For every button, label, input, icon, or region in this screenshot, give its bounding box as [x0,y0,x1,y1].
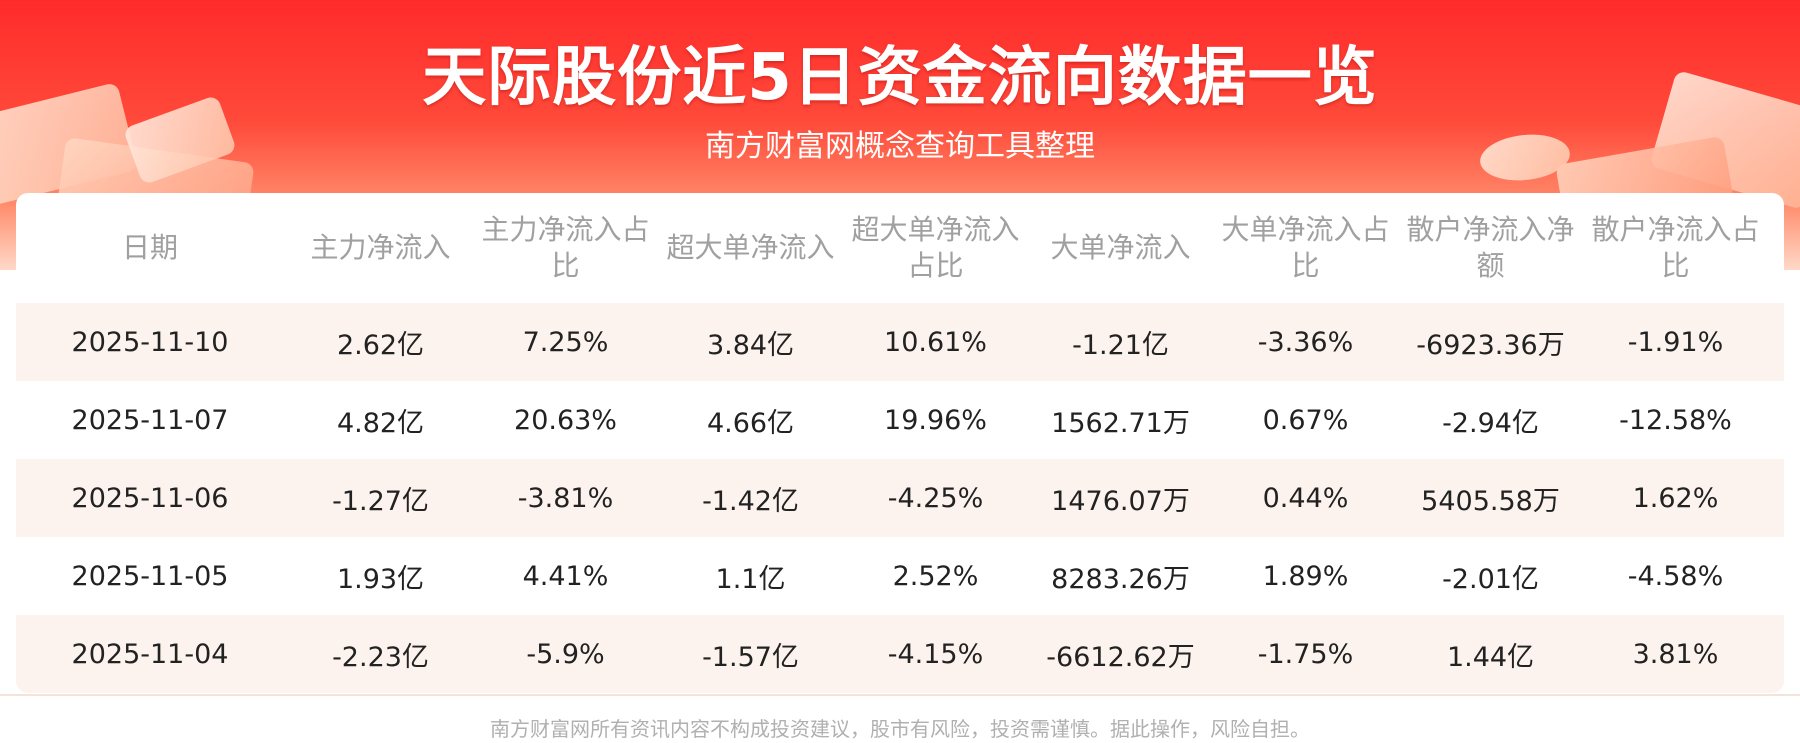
page-subtitle: 南方财富网概念查询工具整理 [705,129,1095,164]
table-row: 2025-11-04 -2.23亿 -5.9% -1.57亿 -4.15% -6… [16,615,1784,693]
header-retail-inflow-ratio: 散户净流入占比 [1591,213,1760,282]
header-date: 日期 [121,231,178,264]
data-table-card: 南方财富网 southmoney.com 日期 主力净流入 主力净流入占比 超大… [16,193,1784,693]
cell-xl-inflow-ratio: 19.96% [884,404,987,436]
cell-xl-inflow-ratio: -4.25% [887,482,984,514]
cell-large-inflow: -6612.62万 [1046,641,1195,673]
cell-retail-inflow: -6923.36万 [1416,329,1565,361]
cell-main-inflow: 4.82亿 [336,407,425,439]
header-xl-inflow-ratio: 超大单净流入占比 [851,213,1020,282]
cell-retail-inflow-ratio: 3.81% [1632,638,1719,670]
header-main-inflow: 主力净流入 [310,231,451,264]
cell-large-inflow-ratio: 0.44% [1262,482,1349,514]
cell-xl-inflow-ratio: -4.15% [887,638,984,670]
cell-main-inflow-ratio: -5.9% [526,638,605,670]
table-row: 2025-11-05 1.93亿 4.41% 1.1亿 2.52% 8283.2… [16,537,1784,615]
footer-disclaimer: 南方财富网所有资讯内容不构成投资建议，股市有风险，投资需谨慎。据此操作，风险自担… [490,717,1310,741]
cell-retail-inflow-ratio: -12.58% [1619,404,1732,436]
cell-main-inflow: 2.62亿 [336,329,425,361]
page-title: 天际股份近5日资金流向数据一览 [422,41,1378,115]
cell-large-inflow-ratio: 0.67% [1262,404,1349,436]
table-row: 2025-11-10 2.62亿 7.25% 3.84亿 10.61% -1.2… [16,303,1784,381]
cell-large-inflow-ratio: 1.89% [1262,560,1349,592]
cell-large-inflow-ratio: -3.36% [1257,326,1354,358]
footer-divider [0,694,1800,696]
cell-xl-inflow: -1.57亿 [702,641,799,673]
table-row: 2025-11-07 4.82亿 20.63% 4.66亿 19.96% 156… [16,381,1784,459]
cell-retail-inflow: 1.44亿 [1446,641,1535,673]
cell-retail-inflow-ratio: 1.62% [1632,482,1719,514]
cell-date: 2025-11-06 [71,482,229,514]
cell-xl-inflow: -1.42亿 [702,485,799,517]
cell-large-inflow: 8283.26万 [1051,563,1190,595]
header-xl-inflow: 超大单净流入 [666,231,835,264]
table-row: 2025-11-06 -1.27亿 -3.81% -1.42亿 -4.25% 1… [16,459,1784,537]
cell-large-inflow-ratio: -1.75% [1257,638,1354,670]
cell-date: 2025-11-07 [71,404,229,436]
cell-main-inflow-ratio: 4.41% [522,560,609,592]
cell-main-inflow: -2.23亿 [332,641,429,673]
cell-xl-inflow: 1.1亿 [715,563,786,595]
cell-main-inflow: -1.27亿 [332,485,429,517]
cell-large-inflow: 1476.07万 [1051,485,1190,517]
cell-xl-inflow: 4.66亿 [706,407,795,439]
cell-date: 2025-11-04 [71,638,229,670]
cell-retail-inflow: -2.94亿 [1442,407,1539,439]
header-retail-inflow: 散户净流入净额 [1406,213,1575,282]
cell-retail-inflow-ratio: -4.58% [1627,560,1724,592]
cell-date: 2025-11-05 [71,560,229,592]
cell-main-inflow: 1.93亿 [336,563,425,595]
cell-date: 2025-11-10 [71,326,229,358]
cell-main-inflow-ratio: 7.25% [522,326,609,358]
cell-retail-inflow: -2.01亿 [1442,563,1539,595]
cell-xl-inflow: 3.84亿 [706,329,795,361]
cell-main-inflow-ratio: 20.63% [514,404,617,436]
cell-large-inflow: 1562.71万 [1051,407,1190,439]
header-large-inflow: 大单净流入 [1050,231,1191,264]
header-main-inflow-ratio: 主力净流入占比 [481,213,650,282]
cell-retail-inflow-ratio: -1.91% [1627,326,1724,358]
header-large-inflow-ratio: 大单净流入占比 [1221,213,1390,282]
cell-xl-inflow-ratio: 10.61% [884,326,987,358]
cell-xl-inflow-ratio: 2.52% [892,560,979,592]
cell-main-inflow-ratio: -3.81% [517,482,614,514]
cell-large-inflow: -1.21亿 [1072,329,1169,361]
table-header-row: 日期 主力净流入 主力净流入占比 超大单净流入 超大单净流入占比 大单净流入 大… [16,193,1784,303]
cell-retail-inflow: 5405.58万 [1421,485,1560,517]
